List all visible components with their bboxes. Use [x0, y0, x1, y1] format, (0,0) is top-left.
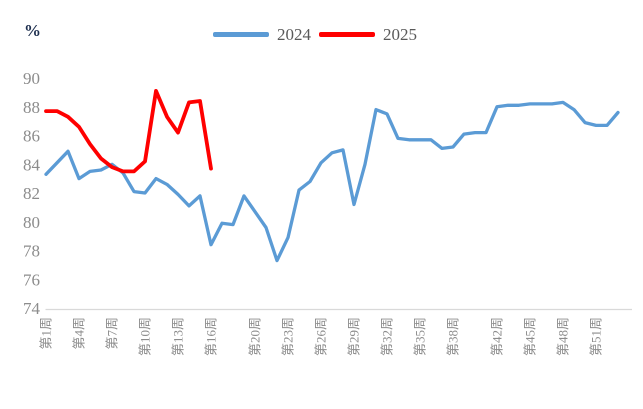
- y-axis-tick-labels: 90 88 86 84 82 80 78 76 74: [23, 69, 41, 318]
- y-tick-label: 76: [23, 270, 40, 289]
- y-tick-label: 80: [23, 213, 40, 232]
- legend-item-2025: 2025: [319, 26, 417, 43]
- legend-label-2024: 2024: [277, 25, 311, 44]
- x-tick-label: 第26周: [314, 317, 329, 356]
- y-tick-label: 86: [23, 127, 40, 146]
- series-2024-line: [44, 100, 620, 263]
- x-tick-label: 第1周: [39, 317, 54, 350]
- x-tick-label: 第35周: [413, 317, 428, 356]
- y-tick-label: 84: [23, 155, 41, 174]
- y-tick-label: 90: [23, 69, 40, 88]
- x-tick-label: 第23周: [281, 317, 296, 356]
- x-tick-label: 第13周: [171, 317, 186, 356]
- x-tick-label: 第16周: [204, 317, 219, 356]
- x-tick-label: 第20周: [248, 317, 263, 356]
- x-tick-label: 第7周: [105, 317, 120, 350]
- legend-line-swatch-2025: [319, 32, 375, 37]
- x-tick-label: 第48周: [556, 317, 571, 356]
- y-tick-label: 78: [23, 242, 40, 261]
- x-tick-label: 第42周: [490, 317, 505, 356]
- x-tick-label: 第10周: [138, 317, 153, 356]
- x-tick-label: 第29周: [347, 317, 362, 356]
- y-tick-label: 74: [23, 299, 41, 318]
- legend-label-2025: 2025: [383, 25, 417, 44]
- y-tick-label: 82: [23, 184, 40, 203]
- series-2025-line: [44, 89, 213, 174]
- x-tick-label: 第4周: [72, 317, 87, 350]
- x-tick-label: 第51周: [589, 317, 604, 356]
- y-axis-unit-label: %: [24, 21, 41, 40]
- legend: 2024 2025: [213, 26, 417, 43]
- y-tick-label: 88: [23, 98, 40, 117]
- x-axis-tick-labels: 第1周 第4周 第7周 第10周 第13周 第16周 第20周 第23周 第26周 第29周 第32…: [39, 317, 604, 356]
- x-tick-label: 第32周: [380, 317, 395, 356]
- x-tick-label: 第45周: [523, 317, 538, 356]
- legend-line-swatch-2024: [213, 32, 269, 37]
- legend-item-2024: 2024: [213, 26, 311, 43]
- x-tick-label: 第38周: [446, 317, 461, 356]
